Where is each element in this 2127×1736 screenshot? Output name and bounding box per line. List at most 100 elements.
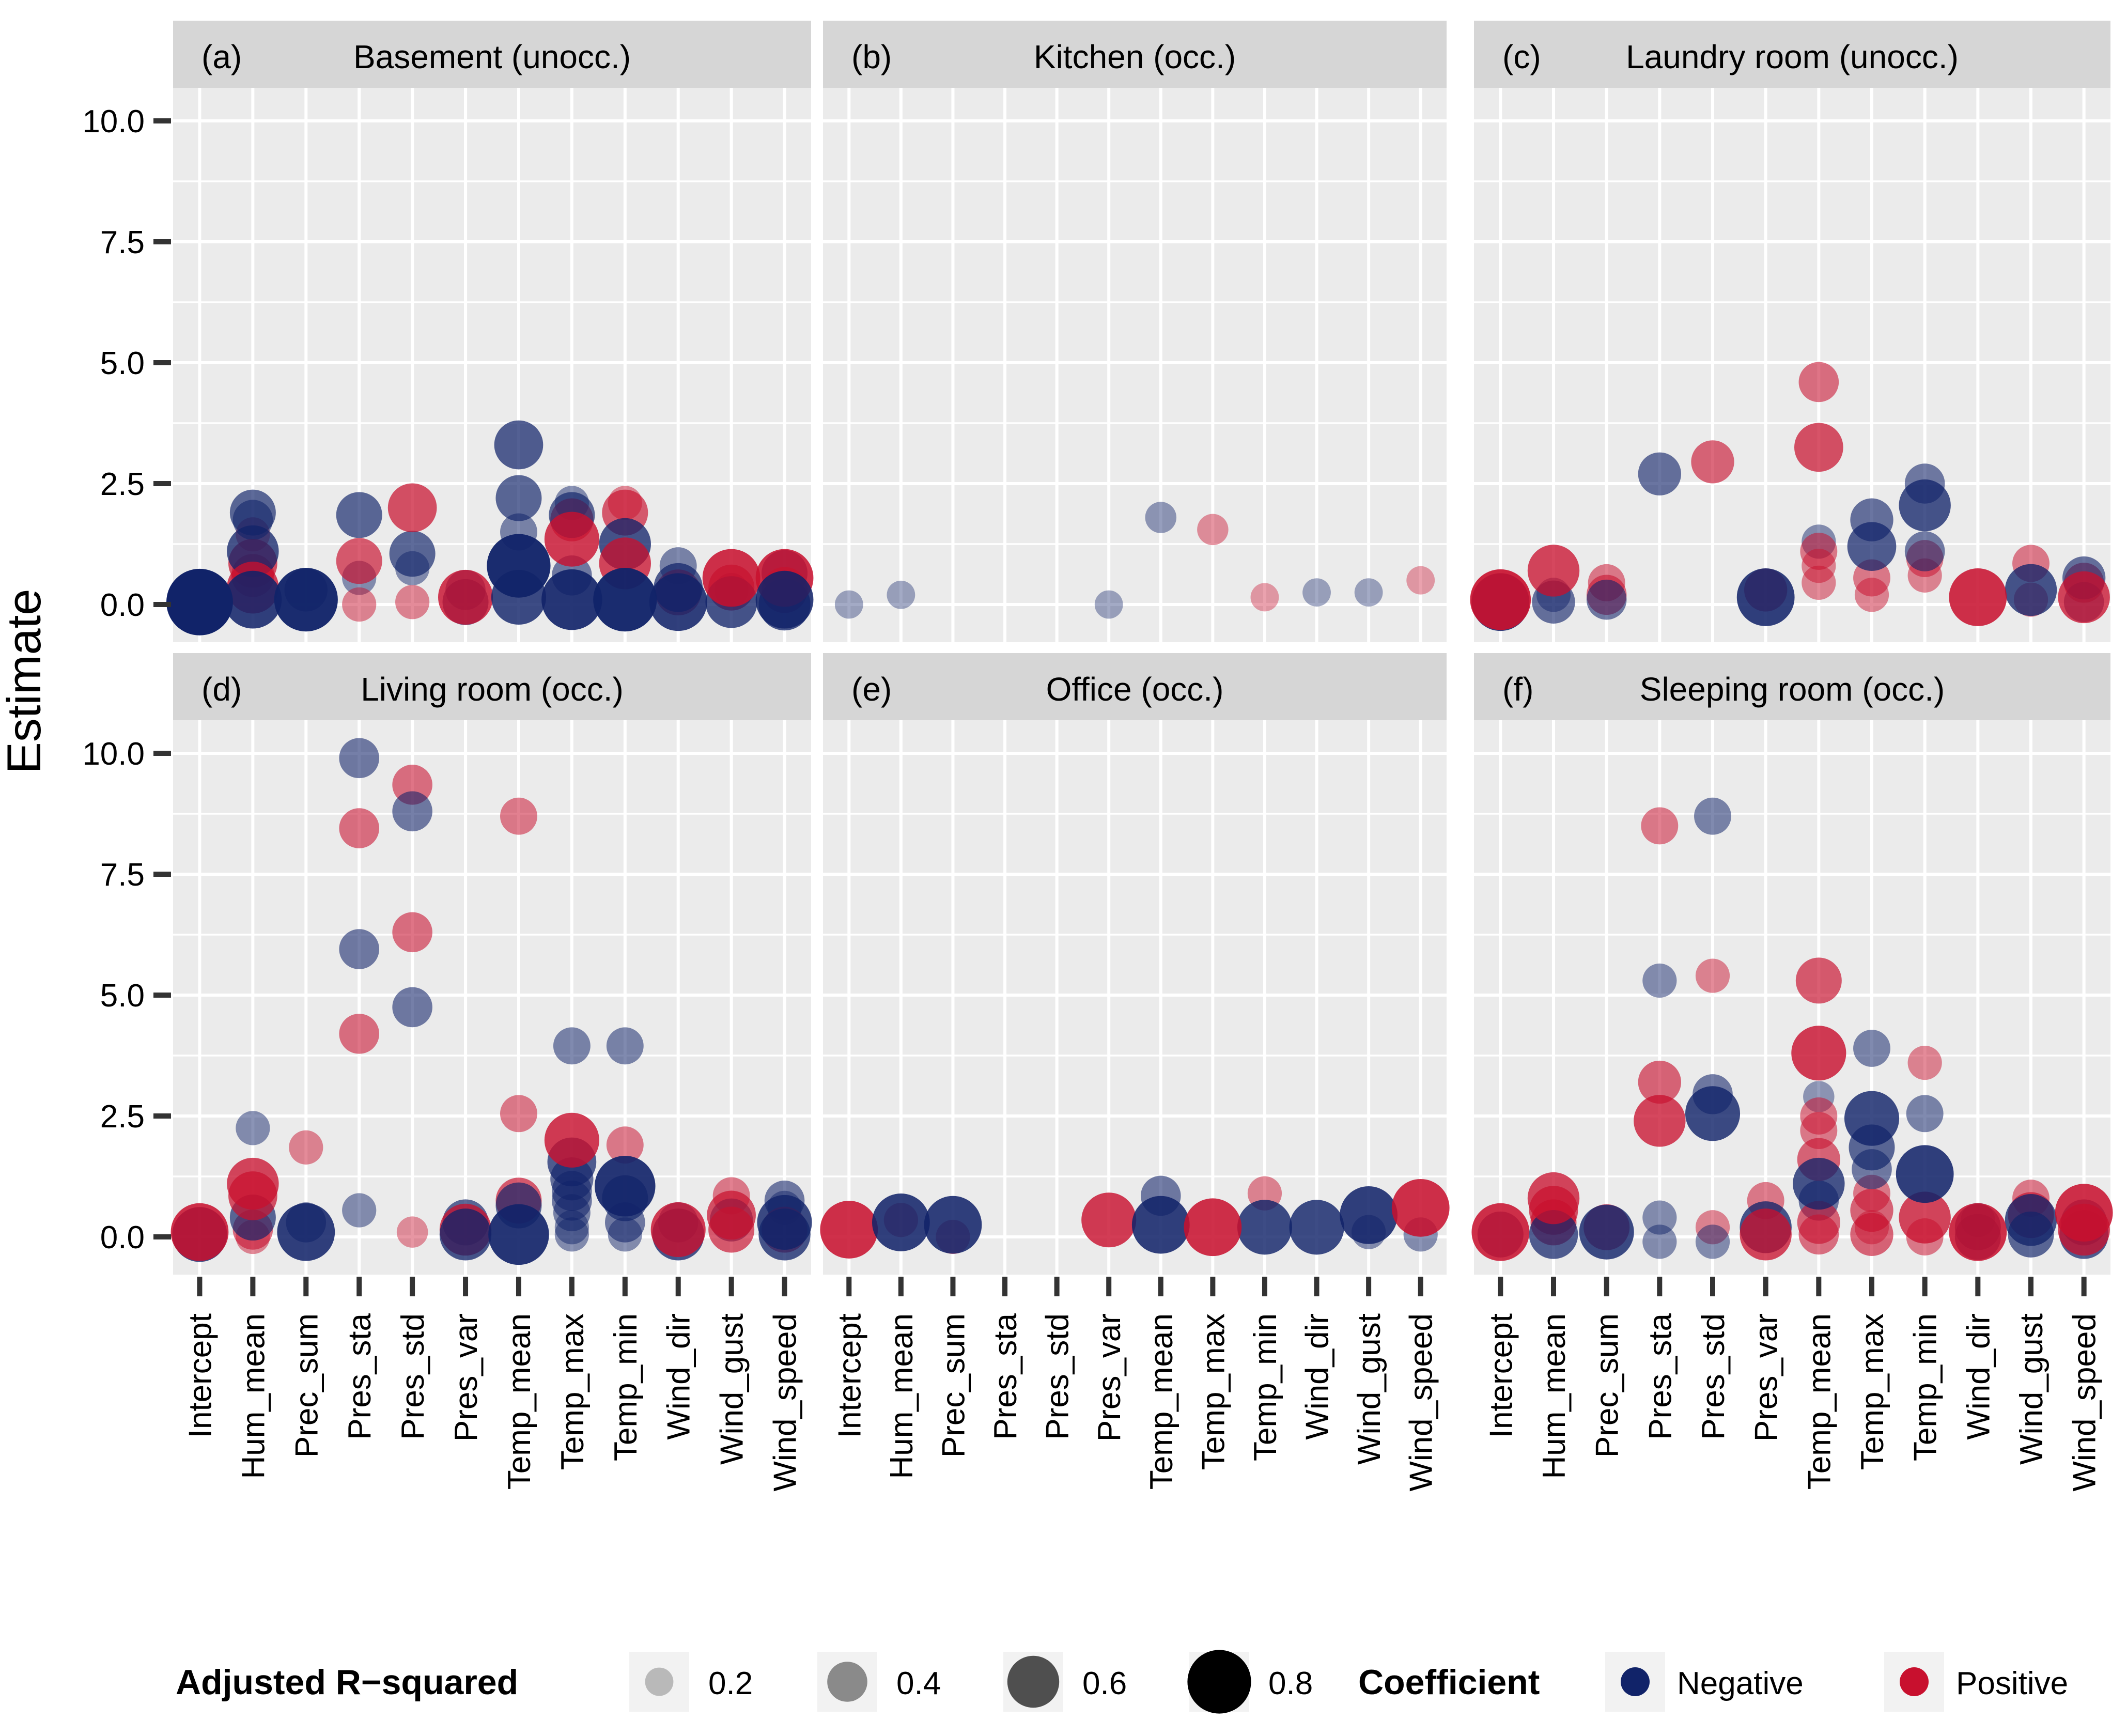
x-axis-label: Prec_sum [1590, 1313, 1625, 1458]
data-point [757, 1195, 812, 1250]
x-axis-label: Prec_sum [936, 1313, 971, 1458]
data-point [1237, 1200, 1293, 1255]
data-point [1695, 1225, 1730, 1259]
data-point [1800, 1112, 1838, 1150]
facet-title: Basement (unocc.) [353, 38, 631, 75]
data-point [1791, 1026, 1846, 1081]
size-legend-label: 0.8 [1268, 1666, 1313, 1701]
facet-panel-c: (c) Laundry room (unocc.) [1470, 21, 2110, 642]
data-point [170, 1203, 229, 1261]
data-point [1081, 1192, 1137, 1248]
data-point [500, 1095, 537, 1133]
x-axis-label: Temp_mean [1802, 1313, 1837, 1490]
size-legend-label: 0.6 [1082, 1666, 1127, 1701]
x-axis-label: Hum_mean [236, 1313, 271, 1479]
coef-legend-dot-positive [1900, 1667, 1929, 1696]
x-axis-label: Temp_max [1855, 1313, 1890, 1470]
data-point [166, 568, 233, 636]
data-point [336, 538, 382, 584]
facet-tag: (e) [851, 671, 892, 708]
data-point [396, 1216, 428, 1248]
data-point [2055, 1184, 2113, 1242]
y-axis-label: 10.0 [82, 104, 145, 140]
facet-strip [173, 653, 811, 720]
facet-title: Laundry room (unocc.) [1626, 38, 1959, 75]
coef-legend-dot-negative [1621, 1667, 1650, 1696]
data-point [820, 1201, 878, 1259]
x-axis-label: Pres_var [448, 1313, 484, 1442]
data-point [1907, 1045, 1942, 1080]
data-point [392, 912, 432, 953]
data-point [500, 797, 537, 835]
data-point [872, 1194, 930, 1251]
data-point [755, 570, 814, 629]
data-point [544, 512, 599, 567]
data-point [224, 570, 282, 629]
panel-background [823, 720, 1447, 1275]
data-point [593, 568, 657, 632]
data-point [1184, 1198, 1242, 1257]
facet-panel-a: (a) Basement (unocc.) 0.0 2.5 5.0 7.5 10.0 [82, 21, 814, 642]
facet-tag: (b) [851, 38, 892, 75]
data-point [387, 483, 437, 533]
data-point [887, 580, 915, 609]
coef-legend-label: Positive [1956, 1666, 2068, 1701]
data-point [1694, 797, 1731, 835]
x-axis-label: Pres_sta [988, 1313, 1023, 1439]
data-point [707, 1190, 756, 1240]
data-point [1586, 579, 1627, 620]
data-point [1847, 522, 1897, 571]
y-axis-label: 10.0 [82, 736, 145, 772]
data-point [227, 1157, 279, 1210]
facet-panel-b: (b) Kitchen (occ.) [823, 21, 1447, 642]
data-point [277, 1203, 335, 1261]
x-axis-label: Hum_mean [1536, 1313, 1572, 1479]
facet-title: Office (occ.) [1046, 671, 1224, 708]
x-axis-label: Wind_dir [1300, 1313, 1336, 1440]
data-point [1470, 569, 1531, 630]
x-axis-label: Hum_mean [884, 1313, 920, 1479]
size-legend-label: 0.4 [896, 1666, 941, 1701]
panel-background [1474, 88, 2110, 642]
data-point [1802, 565, 1836, 600]
data-point [1685, 1086, 1741, 1141]
data-point [274, 568, 338, 632]
data-point [606, 1126, 644, 1164]
facet-strip [1474, 653, 2110, 720]
y-axis-label: 0.0 [100, 587, 145, 623]
data-point [2005, 1194, 2057, 1246]
facet-panel-e: (e) Office (occ.) Intercept Hum_mean Prec_su… [820, 653, 1450, 1492]
x-axis-label: Temp_min [1248, 1313, 1283, 1461]
data-point [541, 569, 602, 630]
data-point [342, 1193, 377, 1228]
data-point [1949, 1203, 2007, 1261]
data-point [395, 585, 430, 619]
data-point [2005, 564, 2057, 616]
facet-title: Sleeping room (occ.) [1640, 671, 1945, 708]
x-axis-label: Wind_gust [2014, 1313, 2050, 1465]
data-point [1899, 1191, 1951, 1244]
y-axis-label: 5.0 [100, 978, 145, 1014]
size-legend-dot [1007, 1655, 1060, 1708]
x-axis-label: Prec_sum [289, 1313, 324, 1458]
data-point [1145, 502, 1177, 533]
x-axis-label: Wind_speed [768, 1313, 803, 1492]
y-axis-label: 2.5 [100, 467, 145, 502]
x-axis-label: Pres_var [1092, 1313, 1127, 1442]
coef-legend-title: Coefficient [1358, 1663, 1540, 1702]
data-point [487, 534, 551, 598]
data-point [1844, 1091, 1900, 1146]
data-point [1798, 362, 1839, 402]
data-point [339, 738, 380, 779]
data-point [339, 808, 380, 848]
data-point [1695, 958, 1730, 993]
x-axis-label: Temp_mean [502, 1313, 537, 1490]
data-point [1797, 1201, 1840, 1244]
facet-title: Living room (occ.) [361, 671, 624, 708]
data-point [495, 475, 542, 521]
x-axis-label: Wind_dir [1961, 1313, 1996, 1440]
y-axis-label: 0.0 [100, 1220, 145, 1256]
data-point [1250, 583, 1279, 612]
